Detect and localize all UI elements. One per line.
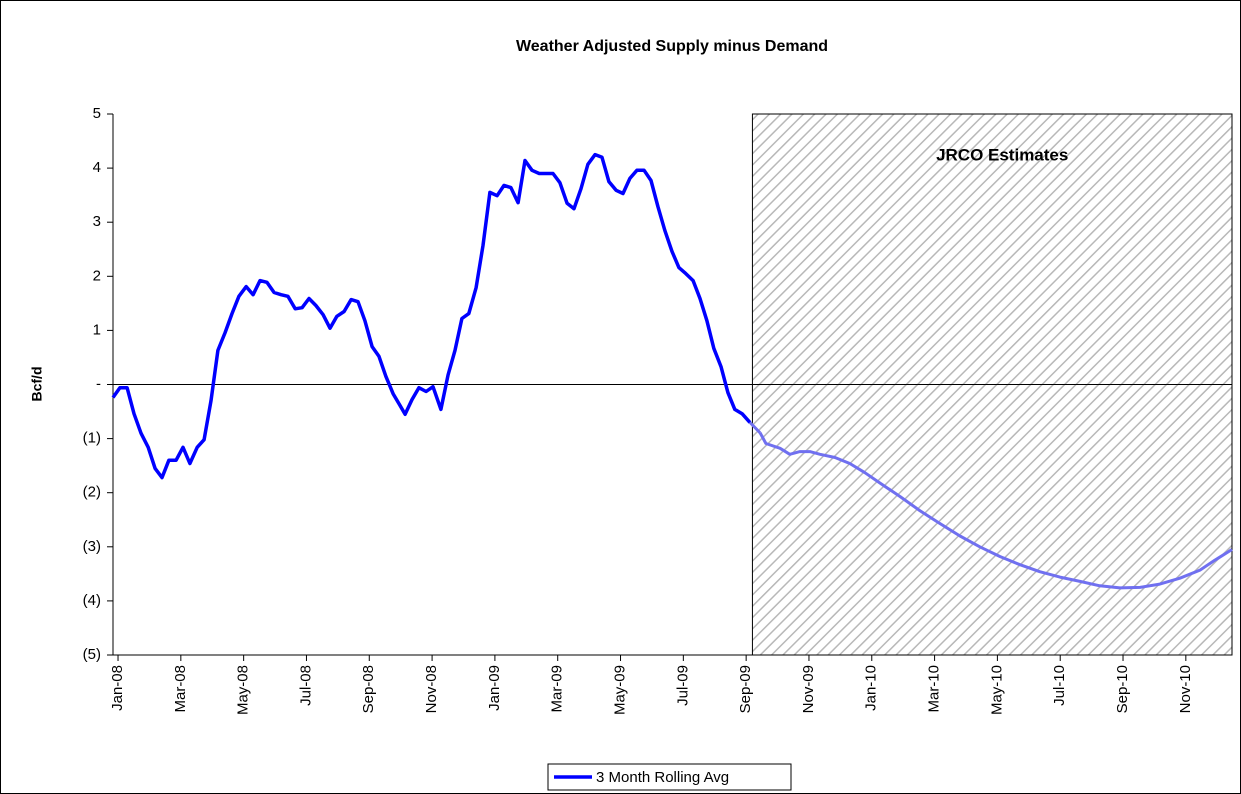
legend-box (547, 763, 792, 791)
y-tick-label: (3) (83, 538, 101, 555)
y-tick-label: 3 (93, 213, 101, 230)
x-tick-label: Jul-10 (1051, 665, 1068, 706)
legend-label: 3 Month Rolling Avg (596, 769, 729, 786)
x-tick-label: Jul-09 (674, 665, 691, 706)
y-tick-label: 1 (93, 321, 101, 338)
estimate-line (758, 431, 1233, 590)
x-tick-label: Nov-10 (1177, 665, 1194, 713)
x-tick-label: Nov-08 (423, 665, 440, 713)
x-tick-label: Sep-09 (737, 665, 754, 713)
y-tick-label: (2) (83, 484, 101, 501)
x-tick-label: May-08 (235, 665, 252, 715)
annotation: JRCO Estimates (936, 145, 1068, 164)
line-connector (748, 421, 762, 434)
chart-title: Weather Adjusted Supply minus Demand (516, 38, 828, 55)
x-tick-label: May-09 (611, 665, 628, 715)
y-tick-label: 2 (93, 267, 101, 284)
x-tick-label: Jul-08 (297, 665, 314, 706)
x-tick-label: Mar-09 (549, 665, 566, 713)
y-tick-label: (5) (83, 646, 101, 663)
x-tick-label: May-10 (988, 665, 1005, 715)
x-tick-label: Jan-10 (863, 665, 880, 711)
x-tick-label: Jan-09 (486, 665, 503, 711)
y-tick-label: (1) (83, 430, 101, 447)
y-tick-label: 4 (93, 159, 101, 176)
y-axis-label: Bcf/d (29, 367, 45, 402)
y-tick-label: (4) (83, 592, 101, 609)
x-tick-label: Sep-08 (360, 665, 377, 713)
x-tick-label: Mar-10 (926, 665, 943, 713)
x-tick-label: Sep-10 (1114, 665, 1131, 713)
y-tick-label: 5 (93, 105, 101, 122)
x-tick-label: Jan-08 (109, 665, 126, 711)
y-tick-label: - (96, 375, 101, 392)
series-line (111, 152, 752, 480)
legend: 3 Month Rolling Avg (547, 763, 792, 791)
x-tick-label: Nov-09 (800, 665, 817, 713)
x-tick-label: Mar-08 (172, 665, 189, 713)
